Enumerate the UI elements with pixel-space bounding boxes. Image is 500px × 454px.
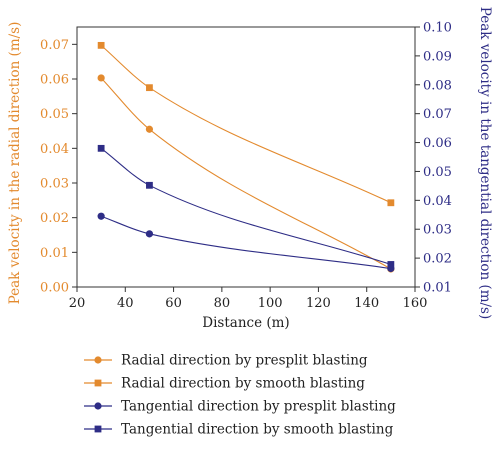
legend-label: Radial direction by smooth blasting (121, 376, 365, 392)
series-line (100, 147, 392, 265)
x-axis-title: Distance (m) (202, 315, 289, 331)
data-point (97, 41, 105, 49)
legend-marker (94, 379, 102, 387)
y-right-tick-label: 0.06 (423, 136, 452, 151)
y-left-tick-label: 0.05 (40, 107, 69, 122)
x-tick-label: 60 (165, 296, 182, 311)
x-tick-label: 100 (258, 296, 283, 311)
legend-label: Tangential direction by presplit blastin… (121, 399, 396, 415)
legend-item: Radial direction by smooth blasting (84, 376, 365, 392)
x-tick-label: 40 (117, 296, 134, 311)
data-point (97, 74, 105, 82)
y-left-tick-label: 0.07 (40, 38, 69, 53)
series-line (100, 44, 392, 204)
y-right-tick-label: 0.05 (423, 165, 452, 180)
data-point (387, 199, 395, 207)
y-axis-right-title: Peak velocity in the tangential directio… (477, 7, 493, 320)
y-left-tick-label: 0.01 (40, 246, 69, 261)
data-point (97, 212, 105, 220)
y-left-tick-label: 0.03 (40, 177, 69, 192)
plot-frame (76, 26, 416, 288)
data-point (145, 125, 154, 133)
legend-marker (94, 425, 102, 433)
series-4 (97, 144, 395, 268)
data-point (97, 144, 105, 152)
y-right-tick-label: 0.02 (423, 252, 452, 267)
y-left-tick-label: 0.02 (40, 211, 69, 226)
y-left-tick-label: 0.00 (40, 281, 69, 296)
legend-marker (94, 356, 102, 364)
y-right-tick-label: 0.04 (423, 194, 452, 209)
y-axis-left-title: Peak velocity in the radial direction (m… (7, 22, 23, 305)
y-right-tick-label: 0.01 (423, 281, 452, 296)
y-right-tick-label: 0.03 (423, 223, 452, 238)
data-point (387, 261, 395, 268)
x-tick-label: 80 (214, 296, 231, 311)
x-tick-label: 160 (403, 296, 428, 311)
legend-item: Tangential direction by presplit blastin… (84, 399, 396, 415)
series-line (100, 215, 391, 270)
x-tick-label: 140 (354, 296, 379, 311)
legend-label: Tangential direction by smooth blasting (121, 422, 394, 438)
data-point (146, 181, 153, 189)
y-right-tick-label: 0.08 (423, 78, 452, 93)
y-left-tick-label: 0.04 (40, 142, 69, 157)
legend: Radial direction by presplit blasting Rad… (84, 353, 396, 438)
chart-axes: 20 40 60 80 100 120 140 160 0.00 0.01 0.02 0.03 0.04… (40, 21, 452, 312)
chart-labels: Distance (m) Peak velocity in the radial… (7, 7, 493, 331)
series-1 (97, 74, 395, 273)
x-tick-label: 20 (69, 296, 86, 311)
data-point (145, 230, 154, 238)
x-tick-label: 120 (306, 296, 331, 311)
series-line (100, 77, 392, 270)
chart-series (97, 41, 395, 273)
series-3 (97, 212, 395, 273)
legend-label: Radial direction by presplit blasting (121, 353, 368, 369)
legend-item: Tangential direction by smooth blasting (84, 422, 394, 438)
y-right-tick-label: 0.10 (423, 21, 452, 36)
data-point (146, 84, 153, 92)
y-right-tick-label: 0.07 (423, 107, 452, 122)
legend-item: Radial direction by presplit blasting (84, 353, 368, 369)
legend-marker (94, 402, 102, 410)
series-2 (97, 41, 395, 207)
y-left-tick-label: 0.06 (40, 73, 69, 88)
y-right-tick-label: 0.09 (423, 49, 452, 64)
